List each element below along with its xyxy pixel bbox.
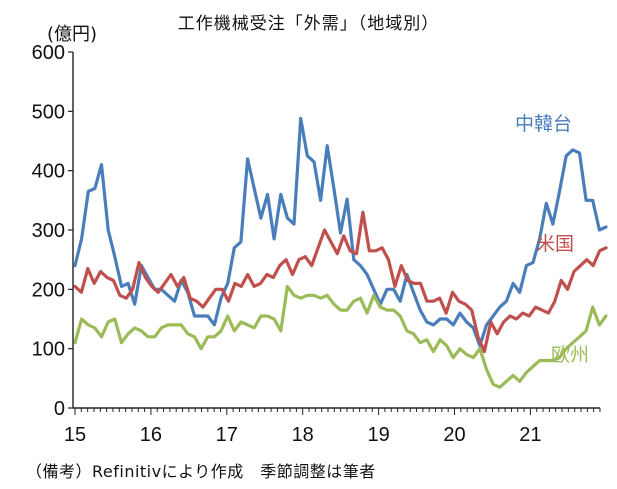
x-tick-label: 16	[140, 424, 162, 446]
y-tick-label: 600	[32, 42, 65, 64]
series-label: 中韓台	[515, 113, 572, 135]
x-tick-label: 19	[367, 424, 389, 446]
y-tick-label: 0	[54, 398, 65, 420]
chart-footnote: （備考）Refinitivにより作成 季節調整は筆者	[26, 462, 376, 481]
series-line	[73, 210, 608, 354]
series-line	[73, 284, 608, 389]
x-tick-label: 17	[216, 424, 238, 446]
series-label: 米国	[536, 233, 574, 255]
chart-title: 工作機械受注「外需」（地域別）	[177, 14, 440, 34]
x-tick-label: 15	[64, 424, 86, 446]
x-tick-label: 18	[292, 424, 314, 446]
y-tick-label: 200	[32, 279, 65, 301]
y-tick-label: 500	[32, 101, 65, 123]
y-unit-label: (億円)	[47, 24, 98, 45]
x-tick-label: 20	[443, 424, 465, 446]
x-tick-label: 21	[519, 424, 541, 446]
y-tick-label: 300	[32, 220, 65, 242]
y-tick-label: 100	[32, 339, 65, 361]
y-tick-label: 400	[32, 161, 65, 183]
series-line	[73, 116, 608, 348]
series-label: 欧州	[551, 344, 589, 366]
